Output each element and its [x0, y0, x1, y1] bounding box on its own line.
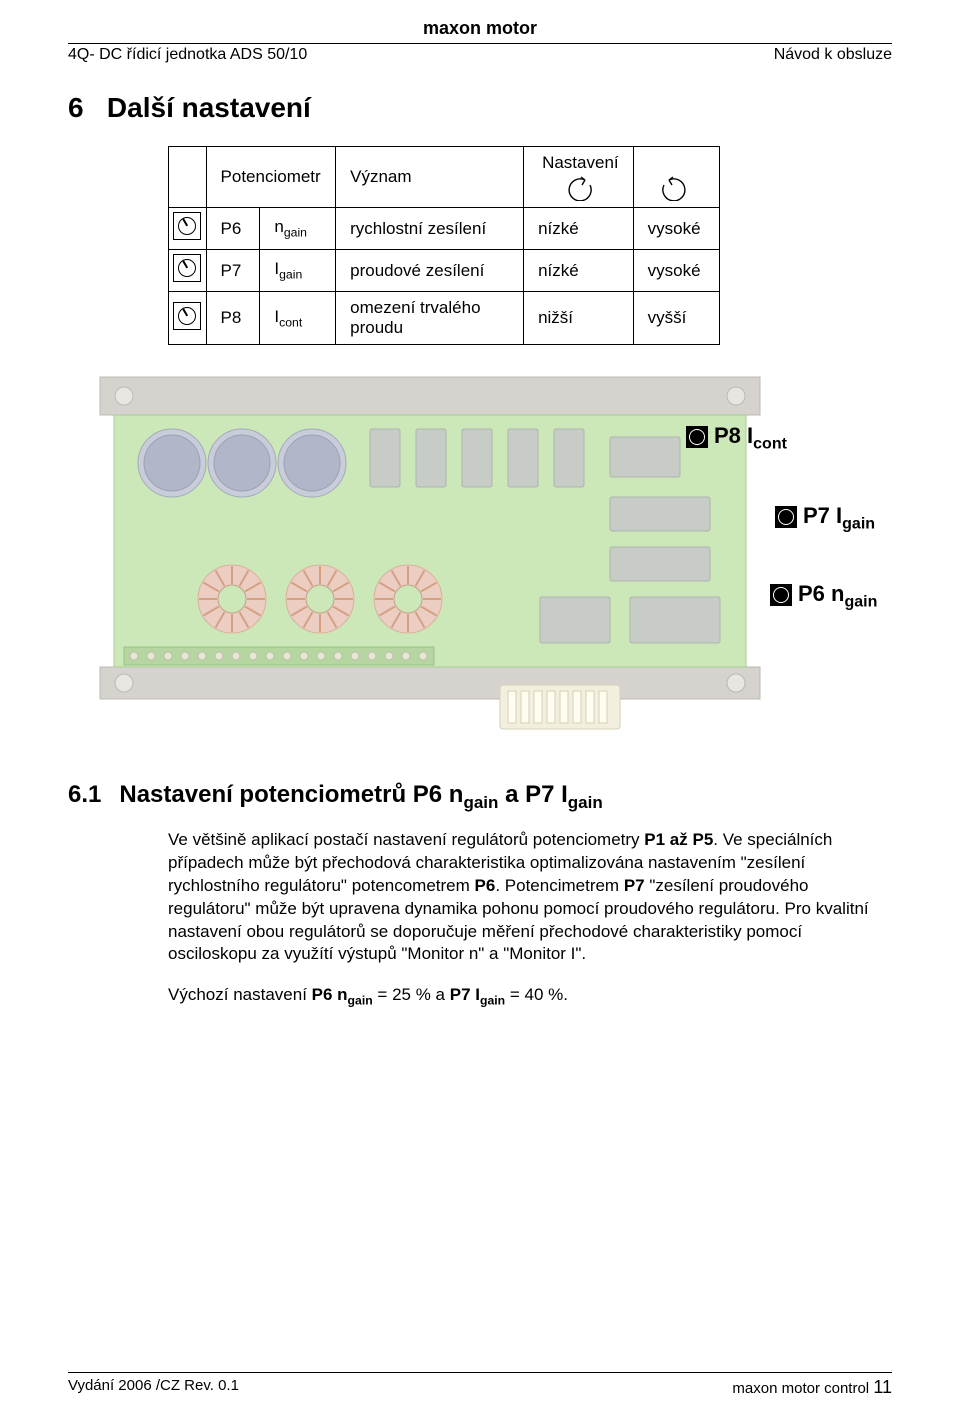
section-number: 6 — [68, 92, 84, 123]
board-label-p6: P6 ngain — [770, 581, 877, 611]
pot-marker-icon — [770, 584, 792, 606]
board-label-p8: P8 Icont — [686, 423, 787, 453]
board-label-p7: P7 Igain — [775, 503, 875, 533]
circuit-board-figure: P8 Icont P7 Igain P6 ngain — [70, 367, 890, 757]
pot-ccw: nižší — [524, 292, 634, 345]
header-ccw: Nastavení — [524, 147, 634, 208]
potentiometer-icon — [173, 302, 201, 330]
pot-label: P6 — [206, 208, 260, 250]
pot-icon-cell — [169, 292, 207, 345]
footer-right: maxon motor control 11 — [732, 1377, 892, 1398]
subsection-title: 6.1 Nastavení potenciometrů P6 ngain a P… — [0, 757, 960, 813]
pot-cw: vysoké — [633, 208, 719, 250]
potentiometer-icon — [173, 212, 201, 240]
pot-ccw: nízké — [524, 208, 634, 250]
potentiometer-icon — [173, 254, 201, 282]
document-page: maxon motor 4Q- DC řídicí jednotka ADS 5… — [0, 0, 960, 1426]
pot-label: P8 — [206, 292, 260, 345]
pot-param: ngain — [260, 208, 336, 250]
pot-cw: vyšší — [633, 292, 719, 345]
body-paragraph-2: Výchozí nastavení P6 ngain = 25 % a P7 I… — [0, 966, 960, 1009]
pot-meaning: omezení trvalého proudu — [336, 292, 524, 345]
header-meaning: Význam — [336, 147, 524, 208]
pot-icon-cell — [169, 208, 207, 250]
header-row: 4Q- DC řídicí jednotka ADS 50/10 Návod k… — [0, 44, 960, 64]
table-header-row: Potenciometr Význam Nastavení — [169, 147, 720, 208]
pot-marker-icon — [686, 426, 708, 448]
potentiometer-table-wrap: Potenciometr Význam Nastavení — [0, 124, 720, 345]
section-title: 6 Další nastavení — [0, 64, 960, 124]
pot-cw: vysoké — [633, 250, 719, 292]
pot-meaning: rychlostní zesílení — [336, 208, 524, 250]
brand-header: maxon motor — [0, 0, 960, 39]
header-potentiometer: Potenciometr — [206, 147, 336, 208]
ccw-arrow-icon — [561, 173, 595, 201]
body-paragraph-1: Ve většině aplikací postačí nastavení re… — [0, 813, 960, 967]
header-setting-text: Nastavení — [538, 153, 619, 173]
cw-arrow-icon — [659, 173, 693, 201]
subsection-number: 6.1 — [68, 781, 101, 809]
pot-meaning: proudové zesílení — [336, 250, 524, 292]
pot-param: Icont — [260, 292, 336, 345]
pot-icon-cell — [169, 250, 207, 292]
potentiometer-table: Potenciometr Význam Nastavení — [168, 146, 720, 345]
table-row: P6 ngain rychlostní zesílení nízké vysok… — [169, 208, 720, 250]
table-row: P8 Icont omezení trvalého proudu nižší v… — [169, 292, 720, 345]
header-cw — [633, 147, 719, 208]
header-right: Návod k obsluze — [774, 46, 892, 64]
footer-left: Vydání 2006 /CZ Rev. 0.1 — [68, 1377, 239, 1398]
pot-label: P7 — [206, 250, 260, 292]
pot-ccw: nízké — [524, 250, 634, 292]
section-name: Další nastavení — [107, 92, 311, 123]
pot-param: Igain — [260, 250, 336, 292]
header-left: 4Q- DC řídicí jednotka ADS 50/10 — [68, 46, 307, 64]
pot-marker-icon — [775, 506, 797, 528]
subsection-text: Nastavení potenciometrů P6 ngain a P7 Ig… — [119, 781, 602, 813]
table-row: P7 Igain proudové zesílení nízké vysoké — [169, 250, 720, 292]
header-icon-col — [169, 147, 207, 208]
page-footer: Vydání 2006 /CZ Rev. 0.1 maxon motor con… — [68, 1372, 892, 1398]
